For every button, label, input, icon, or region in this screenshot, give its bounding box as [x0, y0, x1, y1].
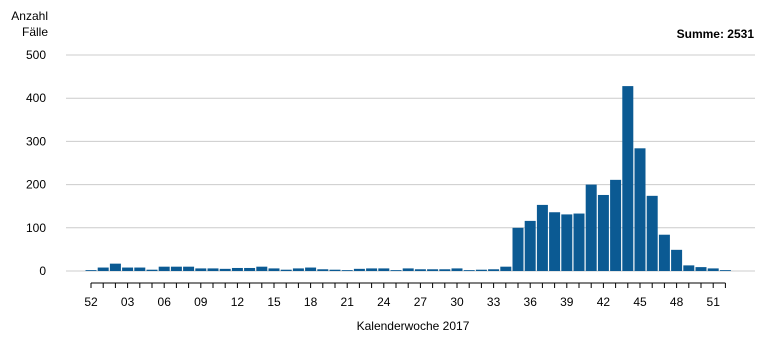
bar	[683, 265, 695, 271]
bar	[353, 268, 365, 271]
x-axis-label: Kalenderwoche 2017	[356, 319, 470, 333]
y-axis-label: Anzahl Fälle	[8, 8, 48, 40]
y-tick-label: 200	[26, 178, 46, 192]
bar	[585, 184, 597, 271]
bar	[85, 270, 97, 271]
x-tick-label: 18	[304, 295, 318, 309]
x-tick-label: 30	[450, 295, 464, 309]
bar	[671, 249, 683, 271]
bar	[195, 268, 207, 271]
bar	[134, 267, 146, 271]
x-tick-label: 03	[121, 295, 135, 309]
bar	[561, 214, 573, 271]
bar	[402, 268, 414, 271]
bar	[536, 204, 548, 271]
x-tick-label: 48	[670, 295, 684, 309]
bar	[475, 269, 487, 271]
bar	[317, 269, 329, 271]
bar	[707, 268, 719, 271]
bar	[378, 268, 390, 271]
bar	[280, 269, 292, 271]
bar	[439, 269, 451, 271]
y-axis-label-line1: Anzahl	[11, 9, 48, 23]
bar	[292, 268, 304, 271]
bar	[500, 266, 512, 271]
bar	[646, 195, 658, 271]
bar	[268, 268, 280, 271]
x-tick-label: 36	[524, 295, 538, 309]
bar	[597, 194, 609, 271]
x-tick-label: 09	[194, 295, 208, 309]
bar	[97, 267, 109, 271]
x-tick-label: 24	[377, 295, 391, 309]
bar	[183, 266, 195, 271]
bar	[427, 269, 439, 271]
sum-annotation: Summe: 2531	[676, 27, 754, 41]
x-tick-label: 45	[633, 295, 647, 309]
bar	[719, 270, 731, 271]
bar	[305, 267, 317, 271]
bar	[158, 266, 170, 271]
x-tick-label: 06	[158, 295, 172, 309]
bar	[329, 269, 341, 271]
bar	[622, 86, 634, 271]
x-tick-label: 15	[267, 295, 281, 309]
x-tick-label: 51	[707, 295, 721, 309]
bar	[341, 270, 353, 271]
bar	[658, 234, 670, 271]
bar	[573, 213, 585, 271]
x-tick-label: 33	[487, 295, 501, 309]
bar	[207, 268, 219, 271]
bar	[451, 268, 463, 271]
bar	[109, 263, 121, 271]
y-tick-label: 0	[39, 264, 46, 278]
bar	[524, 220, 536, 271]
y-tick-label: 300	[26, 134, 46, 148]
y-axis-label-line2: Fälle	[21, 25, 48, 39]
y-tick-label: 100	[26, 221, 46, 235]
x-tick-label: 21	[341, 295, 355, 309]
bar	[463, 270, 475, 271]
bar	[366, 268, 378, 271]
x-tick-label: 42	[597, 295, 611, 309]
bar	[122, 267, 134, 271]
bar	[488, 269, 500, 271]
bar	[610, 179, 622, 271]
x-tick-label: 12	[231, 295, 245, 309]
x-tick-label: 52	[84, 295, 98, 309]
bar	[390, 270, 402, 271]
bar	[695, 267, 707, 271]
bar	[231, 267, 243, 271]
bar	[512, 227, 524, 271]
bar	[549, 212, 561, 271]
y-tick-label: 400	[26, 91, 46, 105]
bar	[244, 267, 256, 271]
bar	[414, 269, 426, 271]
x-tick-label: 27	[414, 295, 428, 309]
bar	[634, 148, 646, 271]
bar	[256, 266, 268, 271]
bar	[219, 268, 231, 271]
x-tick-label: 39	[560, 295, 574, 309]
bar	[146, 269, 158, 271]
y-tick-label: 500	[26, 48, 46, 62]
bar	[170, 266, 182, 271]
